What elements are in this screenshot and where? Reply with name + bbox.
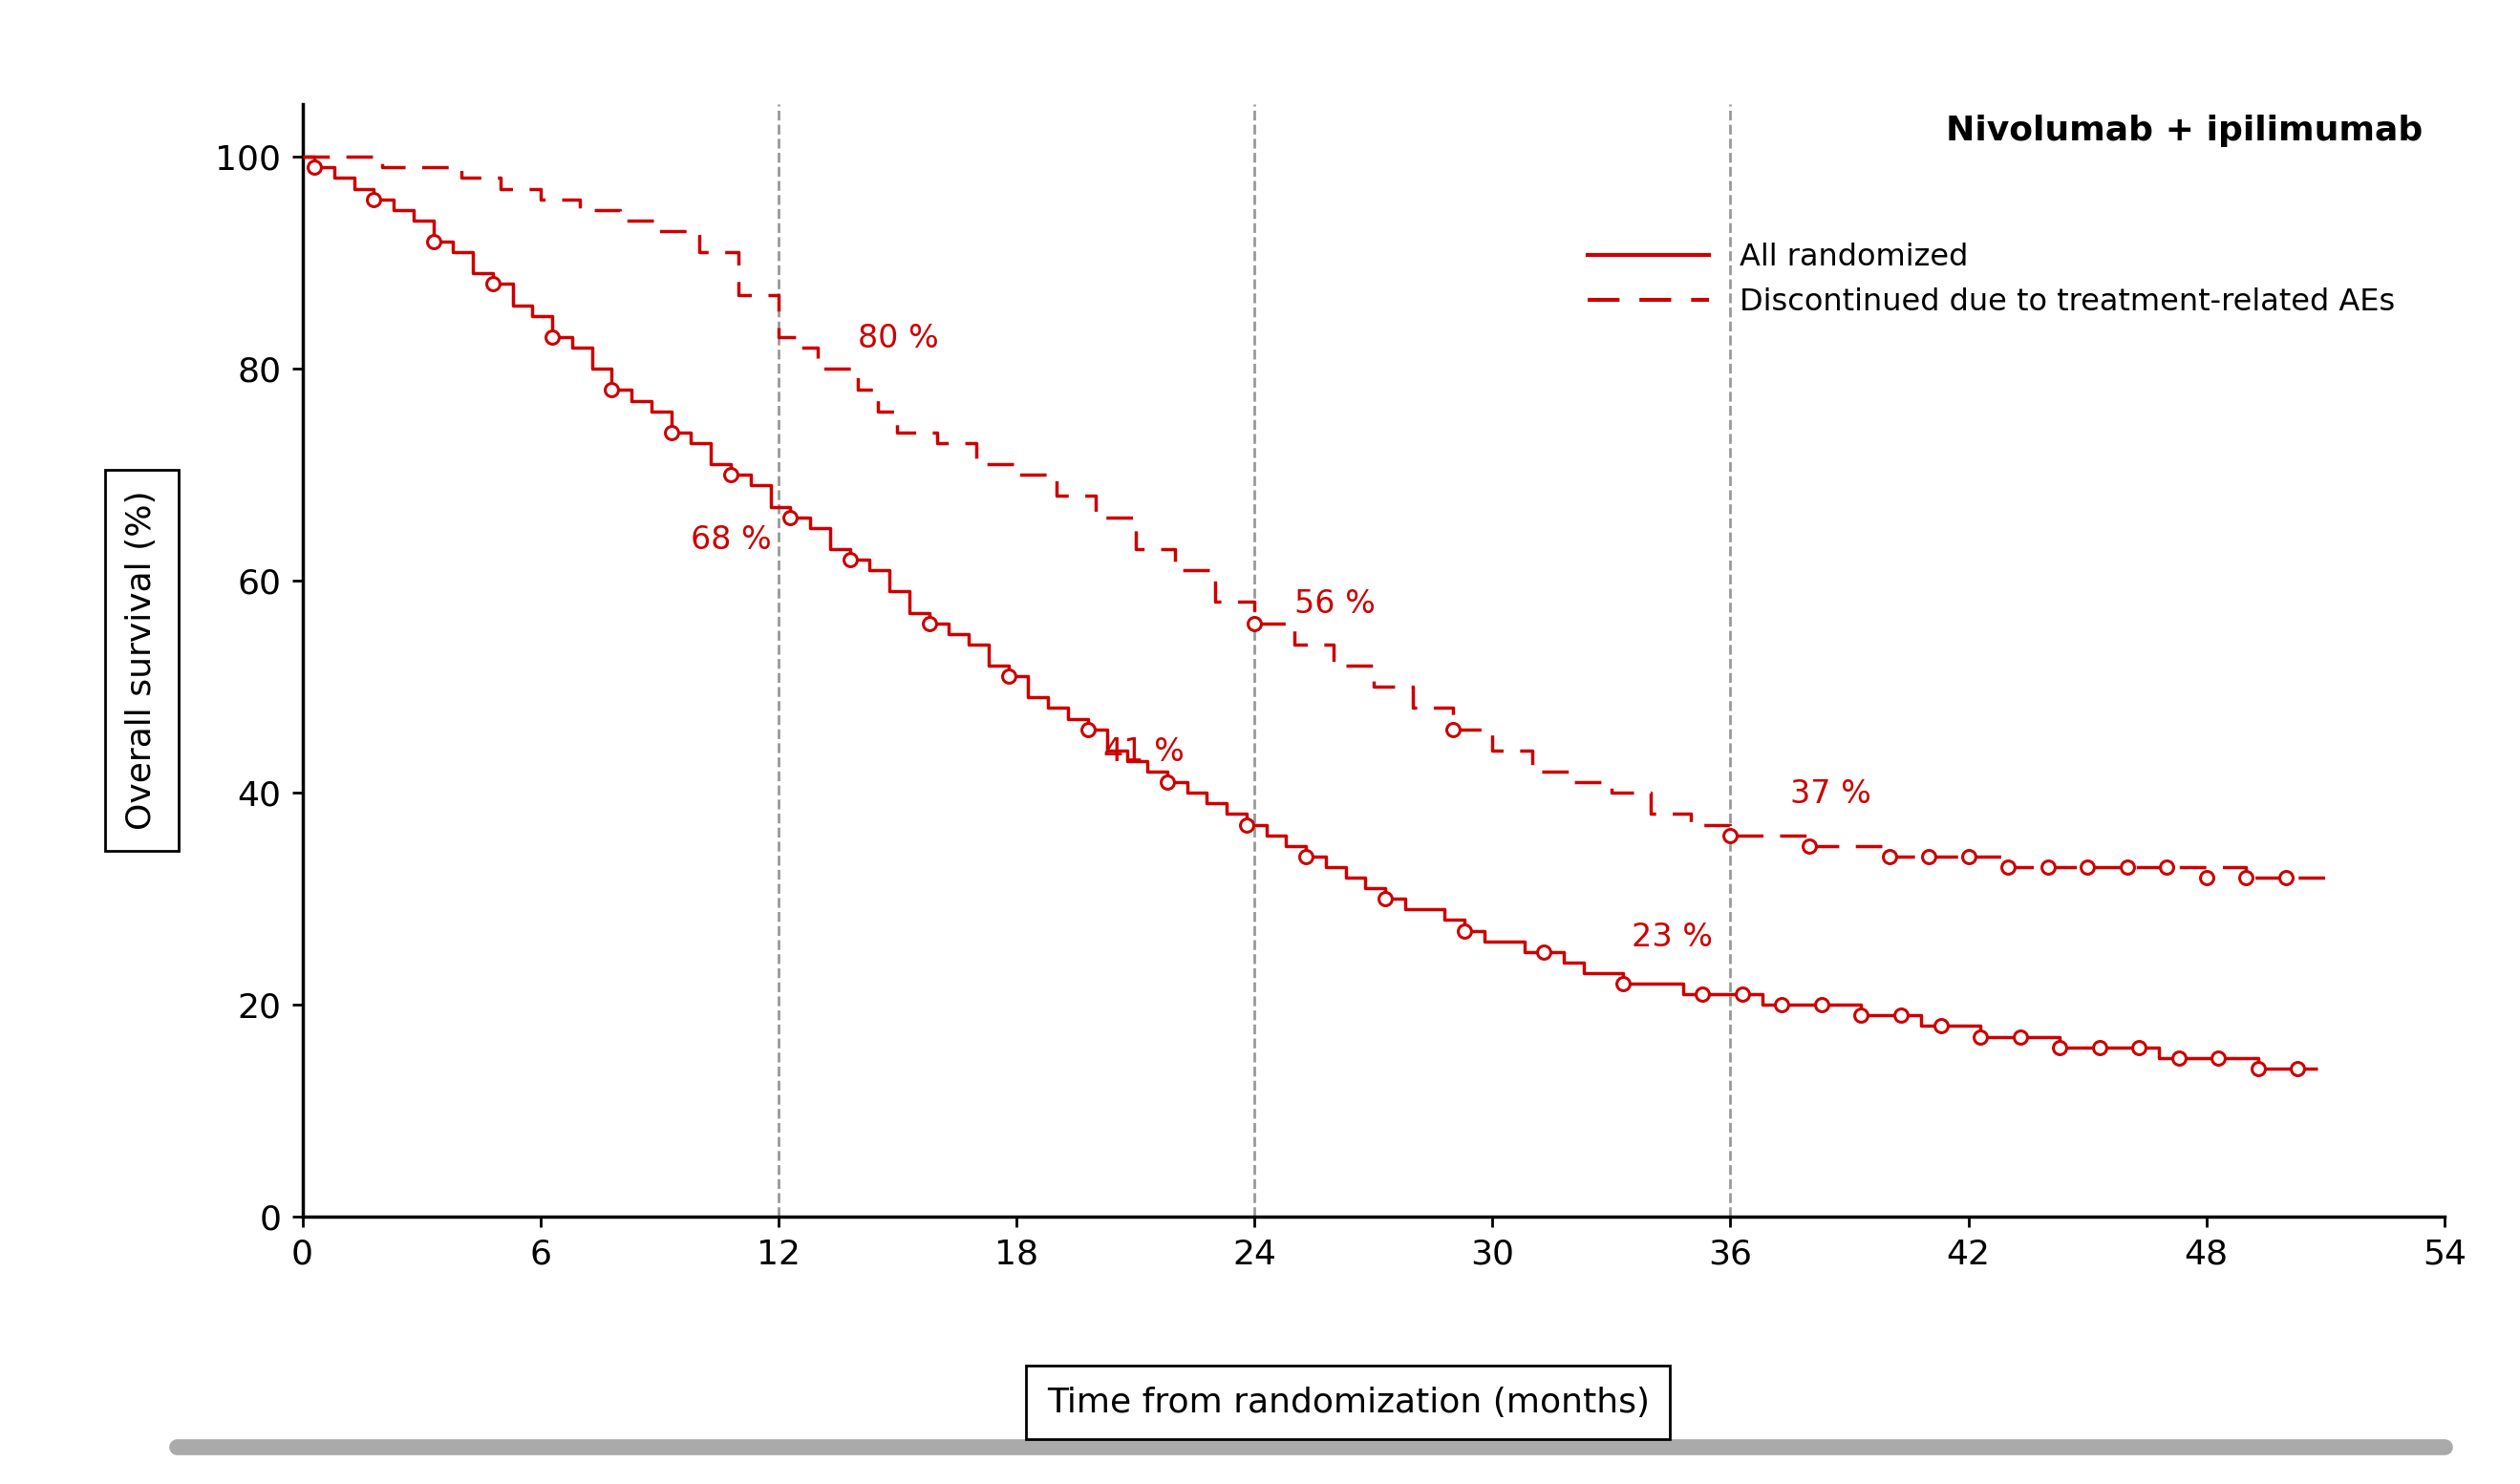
Text: Nivolumab + ipilimumab: Nivolumab + ipilimumab — [1945, 116, 2422, 147]
Text: Overall survival (%): Overall survival (%) — [126, 491, 159, 830]
Text: 41 %: 41 % — [1104, 736, 1184, 767]
Text: 23 %: 23 % — [1630, 922, 1714, 953]
Text: 37 %: 37 % — [1789, 779, 1870, 810]
Text: 68 %: 68 % — [690, 524, 771, 556]
Text: Time from randomization (months): Time from randomization (months) — [1046, 1386, 1651, 1419]
Text: 80 %: 80 % — [857, 324, 937, 355]
Legend: All randomized, Discontinued due to treatment-related AEs: All randomized, Discontinued due to trea… — [1575, 230, 2407, 329]
Text: 56 %: 56 % — [1295, 588, 1376, 619]
